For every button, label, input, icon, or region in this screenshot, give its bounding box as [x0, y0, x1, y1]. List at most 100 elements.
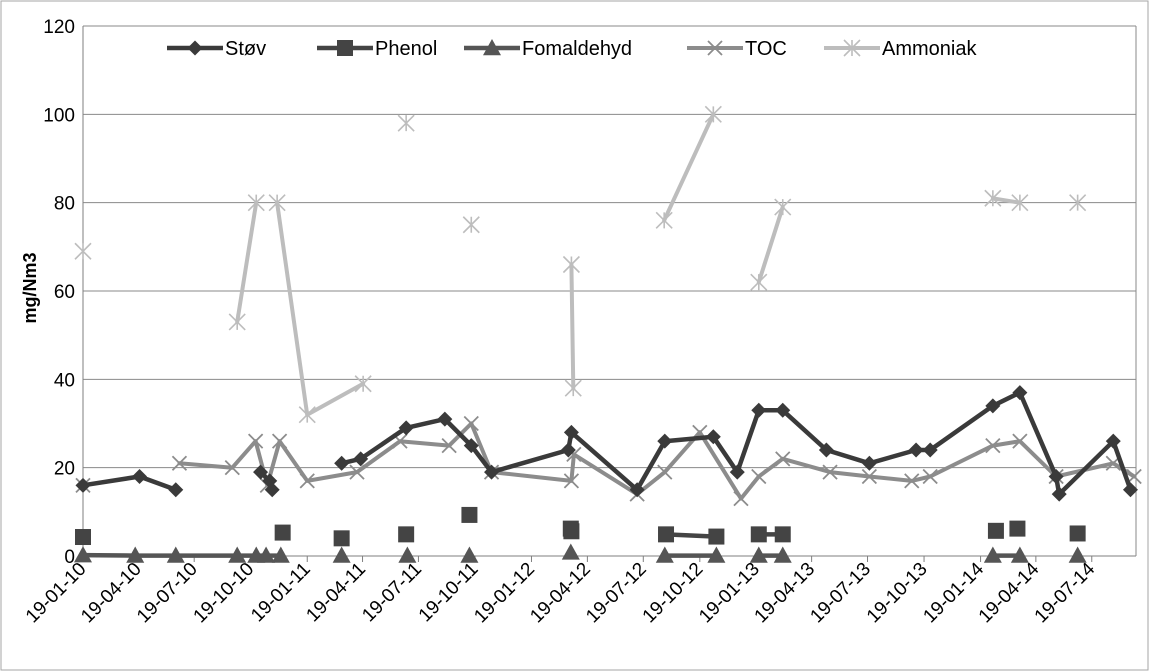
legend-marker-st-v: [187, 40, 203, 56]
y-axis-title: mg/Nm3: [20, 252, 40, 323]
data-point-st-v: [560, 442, 576, 458]
data-point-toc: [171, 455, 188, 471]
legend-marker-phenol: [337, 40, 353, 56]
legend-entry-fomaldehyd: Fomaldehyd: [464, 38, 632, 60]
data-point-st-v: [132, 469, 148, 484]
data-point-ammoniak: [704, 105, 722, 123]
legend-marker-fomaldehyd: [483, 39, 501, 56]
legend-marker-ammoniak: [843, 39, 861, 57]
y-tick-label: 40: [54, 370, 75, 391]
data-point-fomaldehyd: [983, 546, 1002, 563]
data-point-st-v: [253, 464, 269, 480]
series-ammoniak: [74, 105, 1087, 424]
data-point-phenol: [274, 524, 291, 541]
data-point-st-v: [861, 455, 877, 471]
data-point-phenol: [750, 526, 767, 543]
data-point-st-v: [1105, 433, 1121, 449]
data-point-st-v: [908, 442, 924, 458]
data-point-st-v: [985, 398, 1001, 414]
data-point-phenol: [1009, 520, 1026, 537]
data-point-ammoniak: [774, 198, 792, 216]
data-point-ammoniak: [1011, 194, 1029, 212]
data-point-phenol: [774, 526, 791, 543]
data-point-phenol: [461, 506, 478, 523]
data-point-toc: [247, 433, 264, 449]
legend-entry-ammoniak: Ammoniak: [824, 38, 977, 60]
data-point-toc: [922, 468, 938, 485]
data-point-st-v: [922, 442, 938, 458]
data-point-phenol: [563, 523, 580, 540]
data-point-fomaldehyd: [398, 546, 417, 563]
data-point-st-v: [264, 482, 280, 498]
series-line-ammoniak: [756, 205, 785, 285]
data-point-fomaldehyd: [773, 546, 792, 563]
data-point-st-v: [563, 424, 579, 440]
data-point-phenol: [75, 529, 91, 546]
data-point-fomaldehyd: [1068, 546, 1087, 563]
data-point-st-v: [398, 420, 414, 436]
legend-entry-phenol: Phenol: [317, 38, 437, 60]
data-point-ammoniak: [564, 379, 582, 397]
series-line-ammoniak: [990, 196, 1022, 205]
data-point-ammoniak: [462, 216, 480, 234]
data-point-toc: [299, 473, 315, 489]
data-point-phenol: [398, 526, 415, 543]
data-point-st-v: [168, 482, 184, 498]
legend-label-phenol: Phenol: [375, 38, 437, 60]
data-point-st-v: [1122, 482, 1138, 498]
data-point-st-v: [705, 429, 721, 445]
data-point-st-v: [629, 482, 645, 498]
series-line-phenol: [663, 532, 719, 539]
data-point-st-v: [1048, 469, 1064, 484]
data-point-ammoniak: [397, 114, 415, 132]
data-point-ammoniak: [984, 189, 1002, 207]
data-point-fomaldehyd: [749, 546, 768, 563]
data-point-st-v: [484, 464, 500, 480]
legend-label-toc: TOC: [745, 38, 787, 60]
data-point-ammoniak: [298, 406, 316, 424]
series-line-ammoniak: [662, 112, 716, 223]
data-point-phenol: [658, 526, 675, 543]
data-point-toc: [861, 468, 878, 485]
data-point-fomaldehyd: [228, 546, 247, 563]
series-line-toc: [177, 421, 1137, 501]
data-point-toc: [441, 437, 457, 454]
data-point-fomaldehyd: [707, 546, 726, 563]
data-point-fomaldehyd: [74, 546, 92, 563]
data-point-toc: [733, 490, 749, 507]
data-point-ammoniak: [354, 375, 372, 393]
data-point-st-v: [75, 477, 91, 493]
data-point-st-v: [437, 411, 453, 427]
data-point-ammoniak: [268, 194, 286, 212]
series-st-v: [75, 385, 1138, 502]
data-point-toc: [657, 464, 673, 480]
legend-label-fomaldehyd: Fomaldehyd: [522, 38, 632, 60]
data-point-toc: [349, 464, 365, 480]
series-fomaldehyd: [74, 543, 1087, 563]
data-point-toc: [463, 415, 479, 432]
data-point-st-v: [334, 455, 350, 471]
data-point-toc: [822, 464, 838, 480]
data-point-ammoniak: [1069, 194, 1087, 212]
data-point-fomaldehyd: [271, 546, 290, 563]
data-point-st-v: [1012, 385, 1028, 401]
series-line-ammoniak: [569, 262, 576, 391]
data-point-st-v: [775, 402, 791, 418]
data-point-st-v: [729, 464, 745, 480]
data-point-fomaldehyd: [257, 546, 276, 563]
data-point-ammoniak: [750, 273, 768, 291]
series-line-fomaldehyd: [80, 552, 284, 558]
data-point-fomaldehyd: [1010, 546, 1029, 563]
data-point-st-v: [751, 402, 767, 418]
y-tick-label: 100: [43, 105, 75, 126]
data-point-st-v: [353, 451, 369, 467]
data-point-st-v: [1051, 486, 1067, 502]
legend-label-ammoniak: Ammoniak: [882, 38, 977, 60]
data-point-toc: [563, 473, 580, 489]
y-tick-label: 20: [54, 459, 75, 480]
data-point-toc: [904, 473, 920, 489]
data-point-phenol: [1069, 525, 1086, 542]
data-point-st-v: [818, 442, 834, 458]
y-tick-label: 80: [54, 194, 75, 215]
